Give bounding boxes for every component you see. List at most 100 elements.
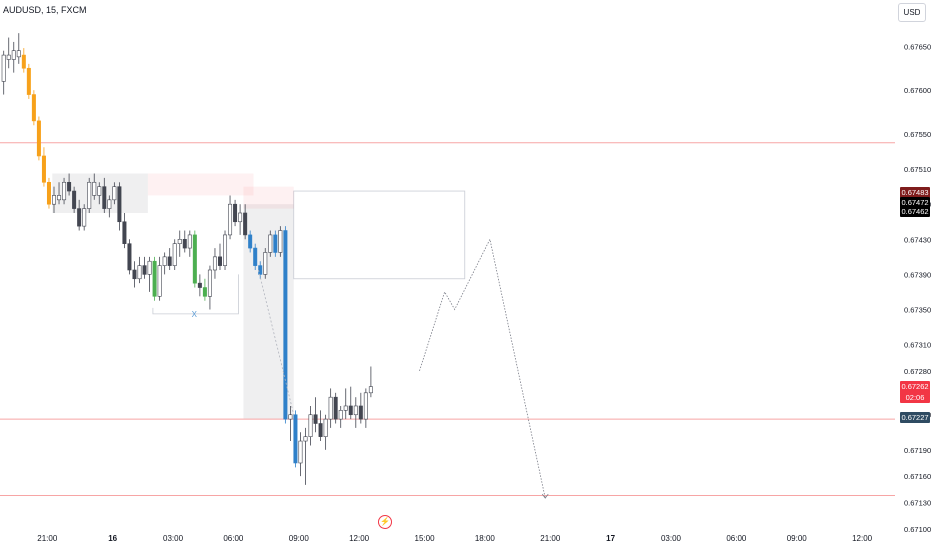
- candle: [338, 405, 343, 428]
- candle-body: [368, 386, 373, 394]
- x-tick-label: 15:00: [415, 534, 436, 543]
- candle-body: [107, 199, 112, 209]
- y-tick-label: 0.67390: [904, 270, 931, 279]
- candle: [26, 63, 31, 99]
- x-tick-label: 09:00: [787, 534, 808, 543]
- candle-body: [358, 405, 363, 420]
- candle: [41, 147, 46, 187]
- candle: [112, 182, 117, 205]
- candle: [358, 392, 363, 424]
- candle: [187, 230, 192, 257]
- projection-path: [419, 238, 546, 499]
- candle: [293, 410, 298, 468]
- x-tick-label: 17: [606, 534, 615, 543]
- candle: [102, 177, 107, 213]
- candle: [137, 256, 142, 284]
- candle-body: [298, 440, 303, 464]
- candle-body: [197, 282, 202, 288]
- candle: [217, 243, 222, 270]
- candle: [268, 230, 273, 257]
- candle-body: [283, 230, 288, 420]
- candle: [283, 226, 288, 424]
- candle-body: [233, 203, 238, 223]
- candle-body: [77, 208, 82, 227]
- candle: [318, 410, 323, 442]
- candle-body: [1, 54, 6, 82]
- candle-body: [82, 208, 87, 227]
- candle-body: [21, 54, 26, 69]
- candle-body: [228, 203, 233, 236]
- candle-body: [162, 256, 167, 266]
- candle-body: [202, 287, 207, 297]
- price-tag-value: 0.67483: [901, 188, 929, 198]
- x-tick-label: 09:00: [289, 534, 310, 543]
- candle-body: [152, 260, 157, 297]
- candle: [77, 199, 82, 231]
- candle-body: [192, 234, 197, 284]
- candle: [228, 195, 233, 240]
- candle: [363, 388, 368, 428]
- candle-body: [57, 195, 62, 201]
- candle: [248, 230, 253, 253]
- candle: [1, 50, 6, 95]
- price-tag-value: 0.67227: [901, 412, 929, 422]
- x-tick-label: 12:00: [349, 534, 370, 543]
- candle: [192, 230, 197, 288]
- x-tick-label: 06:00: [223, 534, 244, 543]
- candle: [238, 204, 243, 235]
- y-tick-label: 0.67280: [904, 367, 931, 376]
- x-tick-label: 03:00: [661, 534, 682, 543]
- candle: [253, 243, 258, 270]
- candle-body: [102, 186, 107, 209]
- y-tick-label: 0.67350: [904, 305, 931, 314]
- bracket-lines: [152, 274, 239, 315]
- candle: [172, 239, 177, 270]
- symbol-label[interactable]: AUDUSD, 15, FXCM: [3, 5, 87, 15]
- candle: [57, 182, 62, 205]
- currency-button[interactable]: USD: [898, 3, 926, 22]
- candle: [353, 397, 358, 428]
- candles-layer: [1, 33, 373, 485]
- candle-body: [122, 221, 127, 244]
- candle: [328, 388, 333, 428]
- candle: [197, 274, 202, 297]
- price-tag-value: 0.67462: [901, 206, 929, 216]
- candle-body: [26, 67, 31, 95]
- candle: [11, 41, 16, 73]
- price-tag-value: 0.67472: [901, 197, 929, 207]
- candle-body: [11, 50, 16, 60]
- bracket-label: X: [192, 310, 198, 319]
- candle: [263, 248, 268, 279]
- y-tick-label: 0.67430: [904, 235, 931, 244]
- y-tick-label: 0.67130: [904, 498, 931, 507]
- candle: [97, 182, 102, 205]
- candle: [323, 414, 328, 450]
- price-tag: 0.67483: [900, 187, 930, 199]
- candle: [177, 230, 182, 257]
- candle: [36, 116, 41, 161]
- candle-body: [72, 190, 77, 209]
- x-tick-label: 16: [108, 534, 117, 543]
- zones-layer: [52, 173, 466, 420]
- candle-body: [87, 181, 92, 209]
- candle-body: [303, 436, 308, 442]
- x-tick-label: 12:00: [852, 534, 873, 543]
- candle-body: [288, 414, 293, 420]
- candle: [233, 199, 238, 227]
- candle-body: [278, 230, 283, 253]
- candle: [298, 432, 303, 477]
- candle-body: [147, 260, 152, 275]
- y-tick-label: 0.67310: [904, 341, 931, 350]
- candle-body: [248, 234, 253, 249]
- y-tick-label: 0.67600: [904, 86, 931, 95]
- candle: [21, 48, 26, 73]
- candle-body: [132, 269, 137, 280]
- lightning-icon[interactable]: ⚡: [378, 515, 392, 529]
- candle-body: [92, 181, 97, 196]
- candle: [368, 366, 373, 398]
- candle: [278, 226, 283, 257]
- x-axis: 21:00 16 03:00 06:00 09:00 12:00 15:00 18:00 21:…: [37, 534, 872, 543]
- candle: [223, 230, 228, 270]
- x-tick-label: 03:00: [163, 534, 184, 543]
